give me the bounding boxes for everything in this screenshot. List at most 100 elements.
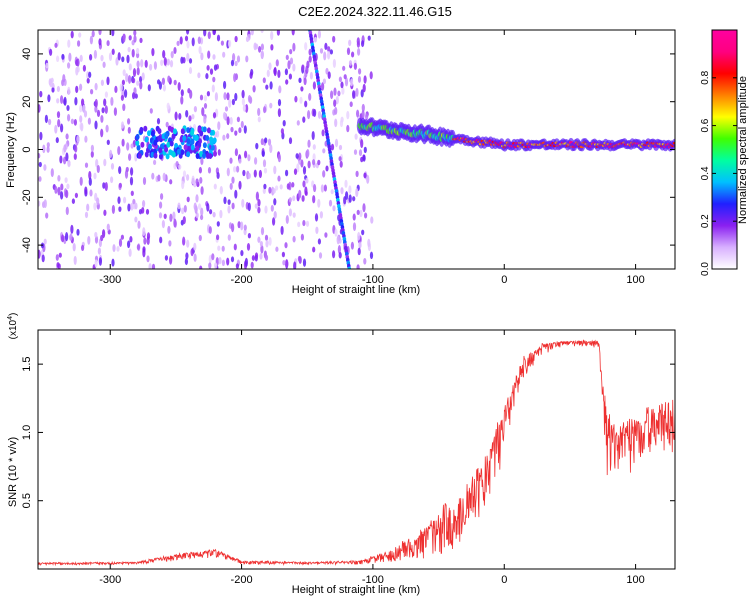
spectrogram-noise-cell	[302, 258, 307, 267]
spectrogram-drift-cell	[347, 266, 352, 269]
snr-x-axis: -300 -200 -100 0 100	[99, 330, 645, 586]
spectrogram-noise-cell	[229, 182, 233, 190]
spectrogram-noise-cell	[306, 60, 310, 69]
spectrogram-noise-cell	[356, 41, 360, 48]
spectrogram-noise-cell	[330, 189, 334, 195]
spectrogram-noise-cell	[191, 37, 195, 47]
spectrogram-noise-cell	[169, 60, 174, 68]
spectrogram-noise-cell	[218, 257, 222, 265]
spectrogram-band-cell	[176, 148, 181, 155]
spectrogram-noise-cell	[275, 59, 279, 67]
spectrogram-noise-cell	[174, 111, 178, 121]
spectrogram-noise-cell	[100, 79, 104, 86]
spectrogram-noise-cell	[232, 53, 236, 62]
spectrogram-noise-cell	[57, 174, 61, 182]
spectrogram-noise-cell	[139, 81, 143, 90]
spectrogram-band-cell	[186, 138, 191, 145]
spectrogram-noise-cell	[126, 142, 130, 151]
spectrogram-noise-cell	[143, 237, 147, 245]
spectrogram-noise-cell	[227, 234, 231, 241]
spectrogram-noise-cell	[193, 253, 197, 262]
spectrogram-noise-cell	[83, 110, 88, 118]
spectrogram-noise-cell	[64, 177, 68, 183]
spectrogram-noise-cell	[67, 161, 71, 168]
spectrogram-noise-cell	[233, 73, 237, 83]
spectrogram-noise-cell	[226, 133, 230, 140]
spectrogram-band-cell	[195, 145, 200, 152]
spectrogram-noise-cell	[162, 84, 166, 92]
spectrogram-noise-cell	[56, 111, 61, 119]
spectrogram-noise-cell	[328, 199, 333, 207]
spectrogram-noise-cell	[277, 98, 282, 107]
spectrogram-noise-cell	[118, 166, 122, 175]
spectrogram-band-cell	[194, 135, 199, 142]
spectrogram-noise-cell	[226, 167, 230, 177]
spectrogram-noise-cell	[137, 220, 141, 229]
spectrogram-noise-cell	[211, 253, 215, 261]
spectrogram-noise-cell	[134, 152, 138, 162]
spectrogram-noise-cell	[60, 123, 64, 133]
spectrogram-band-cell	[171, 151, 176, 158]
spectrogram-noise-cell	[337, 90, 341, 97]
spectrogram-noise-cell	[323, 51, 327, 61]
spectrogram-noise-cell	[176, 40, 180, 47]
spectrogram-noise-cell	[43, 164, 47, 171]
spectrogram-noise-cell	[163, 213, 167, 220]
spectrogram-noise-cell	[134, 216, 138, 223]
spectrogram-noise-cell	[307, 139, 311, 148]
spectrogram-noise-cell	[222, 51, 226, 58]
spectrogram-noise-cell	[97, 247, 101, 255]
spectrogram-noise-cell	[66, 105, 70, 111]
spectrogram-noise-cell	[312, 195, 316, 204]
spectrogram-noise-cell	[38, 161, 42, 168]
spectrogram-noise-cell	[175, 160, 179, 168]
spectrogram-noise-cell	[111, 48, 115, 55]
spectrogram-noise-cell	[224, 106, 229, 112]
spectrogram-noise-cell	[222, 111, 227, 120]
spectrogram-noise-cell	[198, 203, 202, 210]
spectrogram-noise-cell	[136, 244, 140, 251]
spectrogram-noise-cell	[228, 98, 232, 108]
spectrogram-noise-cell	[159, 236, 163, 244]
spectrogram-noise-cell	[361, 40, 365, 48]
spectrogram-noise-cell	[200, 157, 204, 165]
spectrogram-noise-cell	[360, 89, 364, 98]
spectrogram-noise-cell	[352, 213, 356, 221]
spectrogram-noise-cell	[38, 200, 41, 207]
spectrogram-noise-cell	[55, 254, 59, 261]
spectrogram-noise-cell	[348, 60, 353, 66]
spectrogram-noise-cell	[282, 260, 286, 266]
spectrogram-band-cell	[190, 138, 195, 145]
spectrogram-noise-cell	[212, 76, 216, 83]
spectrogram-noise-cell	[342, 65, 346, 71]
spectrogram-noise-cell	[54, 124, 58, 134]
x-tick-label: -100	[362, 274, 384, 286]
spectrogram-noise-cell	[62, 74, 66, 83]
x-tick-label: 100	[626, 574, 644, 586]
y-tick-label: 40	[21, 48, 33, 60]
spectrogram-noise-cell	[184, 35, 189, 42]
spectrogram-noise-cell	[292, 195, 296, 202]
spectrogram-noise-cell	[280, 225, 284, 235]
spectrogram-noise-cell	[313, 36, 318, 43]
spectrogram-noise-cell	[364, 212, 368, 219]
spectrogram-noise-cell	[257, 199, 261, 207]
colorbar-gradient	[711, 29, 738, 270]
spectrogram-band-cell	[202, 142, 207, 149]
spectrogram-noise-cell	[236, 116, 240, 123]
spectrogram-noise-cell	[302, 116, 306, 123]
spectrogram-noise-cell	[357, 231, 361, 241]
spectrogram-noise-cell	[127, 74, 132, 84]
spectrogram-noise-cell	[299, 96, 303, 104]
spectrogram-noise-cell	[74, 144, 78, 153]
spectrogram-noise-cell	[322, 78, 326, 85]
spectrogram-noise-cell	[307, 110, 311, 120]
spectrogram-noise-cell	[280, 128, 284, 135]
spectrogram-noise-cell	[186, 30, 190, 35]
spectrogram-noise-cell	[340, 81, 344, 89]
spectrogram-noise-cell	[235, 263, 239, 269]
spectrogram-band-cell	[202, 126, 207, 133]
spectrogram-noise-cell	[136, 47, 140, 55]
spectrogram-noise-cell	[46, 146, 50, 153]
